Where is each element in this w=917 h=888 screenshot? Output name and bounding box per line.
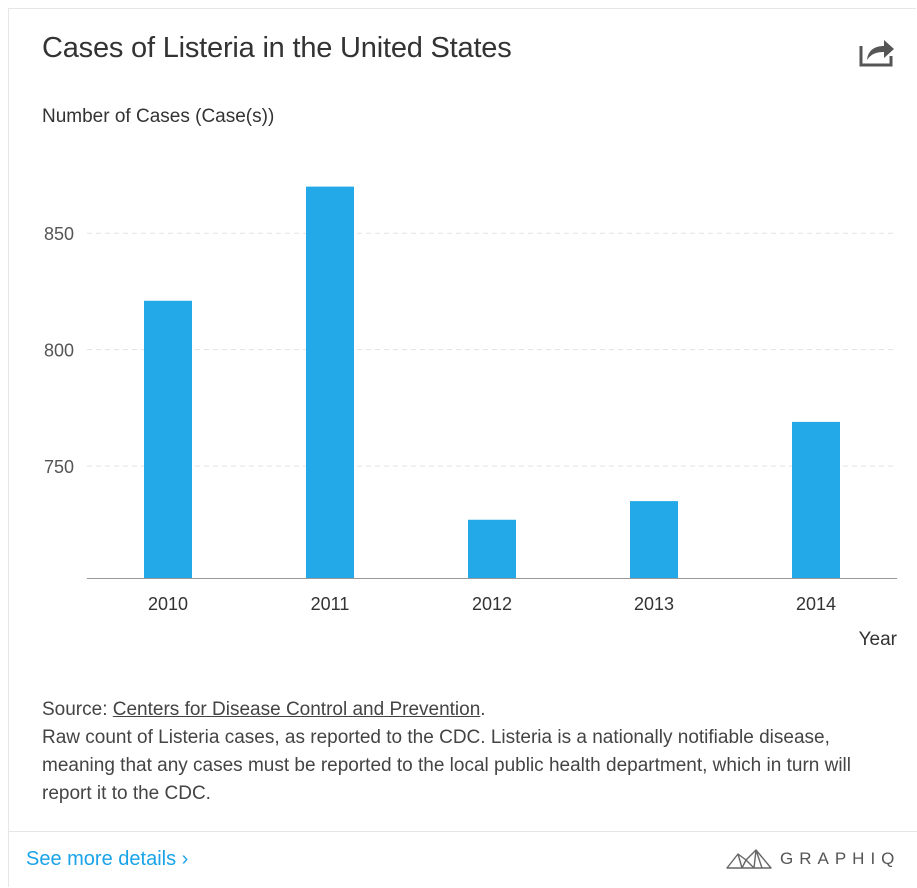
- x-tick-label: 2012: [472, 594, 512, 614]
- bar-2012[interactable]: [468, 519, 516, 578]
- x-axis-label: Year: [859, 629, 898, 650]
- bar-2013[interactable]: [630, 501, 678, 578]
- see-more-details-link[interactable]: See more details ›: [26, 848, 189, 870]
- graphiq-logo-icon: [726, 849, 772, 869]
- y-tick-labels: 750 800 850: [44, 224, 74, 477]
- y-tick-label: 800: [44, 341, 74, 361]
- source-link[interactable]: Centers for Disease Control and Preventi…: [112, 699, 481, 720]
- bar-2014[interactable]: [792, 421, 840, 578]
- source-description: Raw count of Listeria cases, as reported…: [42, 727, 852, 804]
- x-tick-label: 2011: [311, 594, 350, 614]
- x-tick-label: 2010: [148, 594, 188, 614]
- source-prefix: Source:: [42, 699, 113, 720]
- brand-name: GRAPHIQ: [780, 849, 901, 868]
- x-tick-label: 2013: [634, 594, 674, 614]
- y-axis-label: Number of Cases (Case(s)): [42, 106, 275, 127]
- source-block: Source: Centers for Disease Control and …: [42, 696, 902, 808]
- bars: [144, 186, 840, 578]
- bar-2010[interactable]: [144, 300, 192, 578]
- x-tick-labels: 2010 2011 2012 2013 2014: [148, 594, 836, 614]
- footer-divider: [9, 831, 917, 832]
- share-icon[interactable]: [858, 36, 896, 68]
- y-tick-label: 750: [44, 457, 74, 477]
- chart-title: Cases of Listeria in the United States: [42, 32, 512, 64]
- source-suffix: .: [480, 699, 486, 720]
- x-tick-label: 2014: [796, 594, 836, 614]
- y-tick-label: 850: [44, 224, 74, 244]
- bar-2011[interactable]: [306, 186, 354, 578]
- graphiq-brand[interactable]: GRAPHIQ: [726, 846, 900, 872]
- grid-lines: [87, 232, 897, 467]
